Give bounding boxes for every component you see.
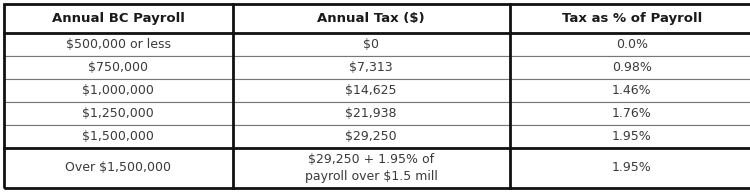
Text: 1.76%: 1.76% [612, 107, 652, 120]
Bar [232, 125, 510, 148]
Text: Annual Tax ($): Annual Tax ($) [317, 12, 425, 25]
Bar [4, 79, 232, 102]
Bar [510, 102, 750, 125]
Bar [510, 4, 750, 33]
Bar [510, 148, 750, 188]
Bar [4, 102, 232, 125]
Text: $29,250 + 1.95% of
payroll over $1.5 mill: $29,250 + 1.95% of payroll over $1.5 mil… [304, 153, 438, 183]
Text: $500,000 or less: $500,000 or less [66, 38, 170, 51]
Bar [232, 79, 510, 102]
Text: $1,500,000: $1,500,000 [82, 130, 154, 143]
Bar [232, 148, 510, 188]
Text: $21,938: $21,938 [346, 107, 397, 120]
Bar [232, 56, 510, 79]
Bar [4, 33, 232, 56]
Bar [4, 56, 232, 79]
Text: 1.95%: 1.95% [612, 161, 652, 175]
Text: $1,250,000: $1,250,000 [82, 107, 154, 120]
Text: 0.98%: 0.98% [612, 61, 652, 74]
Bar [232, 33, 510, 56]
Bar [510, 56, 750, 79]
Bar [4, 125, 232, 148]
Text: Annual BC Payroll: Annual BC Payroll [52, 12, 184, 25]
Text: Over $1,500,000: Over $1,500,000 [65, 161, 171, 175]
Text: 1.46%: 1.46% [612, 84, 652, 97]
Text: Tax as % of Payroll: Tax as % of Payroll [562, 12, 702, 25]
Bar [510, 125, 750, 148]
Text: $29,250: $29,250 [346, 130, 397, 143]
Text: $14,625: $14,625 [346, 84, 397, 97]
Text: $1,000,000: $1,000,000 [82, 84, 154, 97]
Text: 0.0%: 0.0% [616, 38, 648, 51]
Bar [232, 4, 510, 33]
Bar [4, 4, 232, 33]
Text: 1.95%: 1.95% [612, 130, 652, 143]
Bar [510, 79, 750, 102]
Text: $0: $0 [363, 38, 380, 51]
Bar [510, 33, 750, 56]
Text: $750,000: $750,000 [88, 61, 148, 74]
Bar [4, 148, 232, 188]
Text: $7,313: $7,313 [350, 61, 393, 74]
Bar [232, 102, 510, 125]
